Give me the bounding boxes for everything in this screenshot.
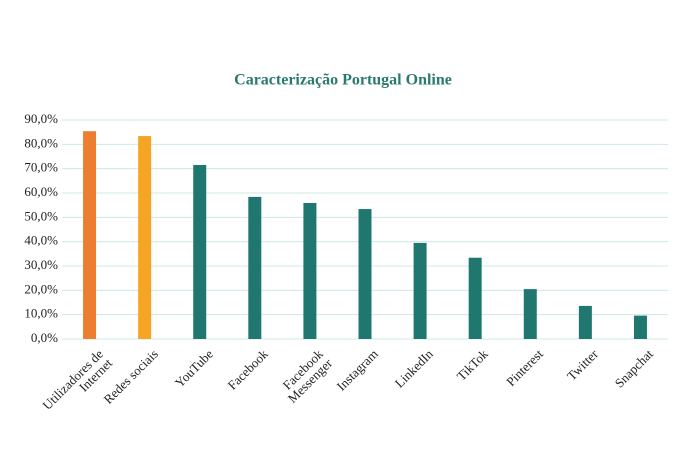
y-tick-label: 50,0% xyxy=(24,208,58,223)
y-tick-label: 40,0% xyxy=(24,233,58,248)
bar xyxy=(303,202,317,339)
y-tick-label: 20,0% xyxy=(24,281,58,296)
y-tick-label: 80,0% xyxy=(24,135,58,150)
bar xyxy=(633,315,647,339)
bar xyxy=(413,242,427,339)
bar xyxy=(523,289,537,339)
bar xyxy=(193,165,207,339)
bar xyxy=(468,257,482,339)
y-tick-label: 10,0% xyxy=(24,306,58,321)
bar xyxy=(83,131,97,339)
y-tick-label: 90,0% xyxy=(24,111,58,126)
y-tick-label: 60,0% xyxy=(24,184,58,199)
y-tick-label: 70,0% xyxy=(24,160,58,175)
chart-title: Caracterização Portugal Online xyxy=(234,72,452,89)
bar xyxy=(138,136,152,339)
y-tick-label: 0,0% xyxy=(31,330,58,345)
y-tick-label: 30,0% xyxy=(24,257,58,272)
bar xyxy=(248,196,262,339)
bar xyxy=(578,305,592,339)
bar xyxy=(358,209,372,339)
